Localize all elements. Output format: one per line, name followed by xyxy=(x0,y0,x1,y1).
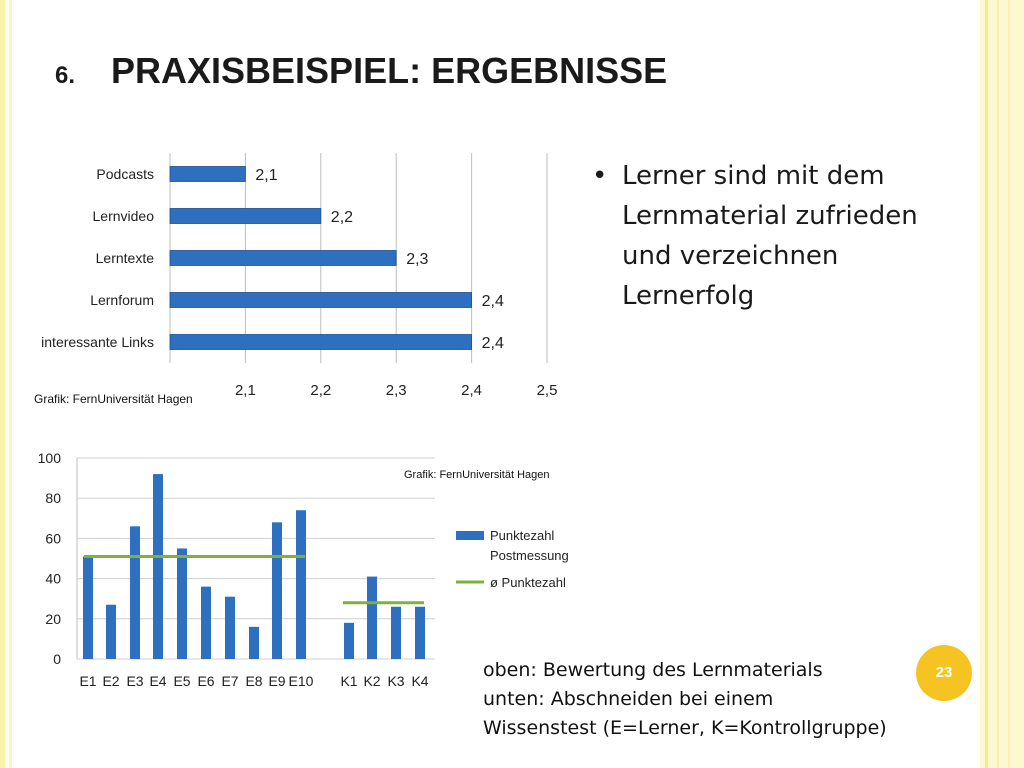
bar xyxy=(296,510,306,659)
x-tick-label: 2,4 xyxy=(461,382,482,399)
x-tick-label: 2,1 xyxy=(235,382,256,399)
bar xyxy=(272,522,282,659)
figure-caption: oben: Bewertung des Lernmaterials unten:… xyxy=(483,656,887,743)
y-tick-label: 60 xyxy=(45,530,61,546)
test-score-bar-chart: 0 20 40 60 80 100 E1 E2 E3 E4 E5 E6 E7 E8 E9 E10 K1 K2 K3… xyxy=(38,450,569,689)
bar xyxy=(344,622,354,659)
bar xyxy=(415,606,425,659)
data-label: 2,3 xyxy=(406,251,428,268)
data-label: 2,2 xyxy=(331,209,353,226)
right-border-line xyxy=(985,0,988,768)
x-tick-label: 2,3 xyxy=(386,382,407,399)
bar xyxy=(106,604,116,659)
x-category-label: E4 xyxy=(149,673,166,689)
y-tick-label: 20 xyxy=(45,611,61,627)
x-category-label: K2 xyxy=(363,673,380,689)
bar xyxy=(169,334,473,350)
x-category-label: K3 xyxy=(387,673,404,689)
legend-label: Punktezahl xyxy=(490,528,554,543)
bar xyxy=(177,548,187,659)
slide-title: 6. PRAXISBEISPIEL: ERGEBNISSE xyxy=(55,50,667,92)
y-category-label: Lerntexte xyxy=(96,250,155,266)
legend-label: Postmessung xyxy=(490,548,569,563)
bar xyxy=(367,576,377,659)
x-category-label: K4 xyxy=(411,673,428,689)
chart-source-label: Grafik: FernUniversität Hagen xyxy=(404,469,550,481)
x-category-label: E1 xyxy=(79,673,96,689)
section-number: 6. xyxy=(55,62,76,89)
data-label: 2,4 xyxy=(482,335,504,352)
bar xyxy=(391,606,401,659)
section-title: PRAXISBEISPIEL: ERGEBNISSE xyxy=(111,50,668,91)
bar xyxy=(130,526,140,659)
x-category-label: K1 xyxy=(340,673,357,689)
bullet-point: • Lerner sind mit dem Lernmaterial zufri… xyxy=(592,156,952,316)
bar xyxy=(249,626,259,659)
x-category-label: E5 xyxy=(173,673,190,689)
page-number-badge: 23 xyxy=(916,645,972,701)
left-border-line xyxy=(9,0,12,768)
y-category-label: Lernvideo xyxy=(93,208,155,224)
bar xyxy=(169,208,322,224)
bar xyxy=(153,474,163,659)
x-category-label: E8 xyxy=(245,673,262,689)
y-category-label: Lernforum xyxy=(90,292,154,308)
x-category-label: E7 xyxy=(221,673,238,689)
y-tick-label: 0 xyxy=(53,651,61,667)
caption-line: oben: Bewertung des Lernmaterials xyxy=(483,659,823,681)
bar xyxy=(169,250,397,266)
caption-line: Wissenstest (E=Lerner, K=Kontrollgruppe) xyxy=(483,717,887,739)
y-category-label: Podcasts xyxy=(96,166,154,182)
legend-swatch xyxy=(456,531,484,540)
x-category-label: E10 xyxy=(289,673,314,689)
right-border-line xyxy=(997,0,999,768)
y-tick-label: 100 xyxy=(38,450,62,466)
data-label: 2,1 xyxy=(255,167,277,184)
rating-bar-chart: Podcasts Lernvideo Lerntexte Lernforum inter… xyxy=(34,153,558,406)
bar xyxy=(201,586,211,659)
data-label: 2,4 xyxy=(482,293,504,310)
x-category-label: E2 xyxy=(102,673,119,689)
chart-source-label: Grafik: FernUniversität Hagen xyxy=(34,392,193,406)
bar xyxy=(225,596,235,659)
bar xyxy=(169,292,473,308)
bullet-icon: • xyxy=(592,161,608,191)
right-border-line xyxy=(1008,0,1010,768)
x-category-label: E3 xyxy=(126,673,143,689)
x-tick-label: 2,2 xyxy=(310,382,331,399)
bullet-text: Lerner sind mit dem Lernmaterial zufried… xyxy=(622,161,918,311)
y-tick-label: 40 xyxy=(45,571,61,587)
bar xyxy=(83,556,93,659)
x-category-label: E6 xyxy=(197,673,214,689)
x-tick-label: 2,5 xyxy=(537,382,558,399)
y-tick-label: 80 xyxy=(45,490,61,506)
bar xyxy=(169,166,246,182)
x-category-label: E9 xyxy=(268,673,285,689)
caption-line: unten: Abschneiden bei einem xyxy=(483,688,774,710)
y-category-label: interessante Links xyxy=(41,334,154,350)
legend-label: ø Punktezahl xyxy=(490,575,566,590)
left-border-stripe xyxy=(0,0,5,768)
